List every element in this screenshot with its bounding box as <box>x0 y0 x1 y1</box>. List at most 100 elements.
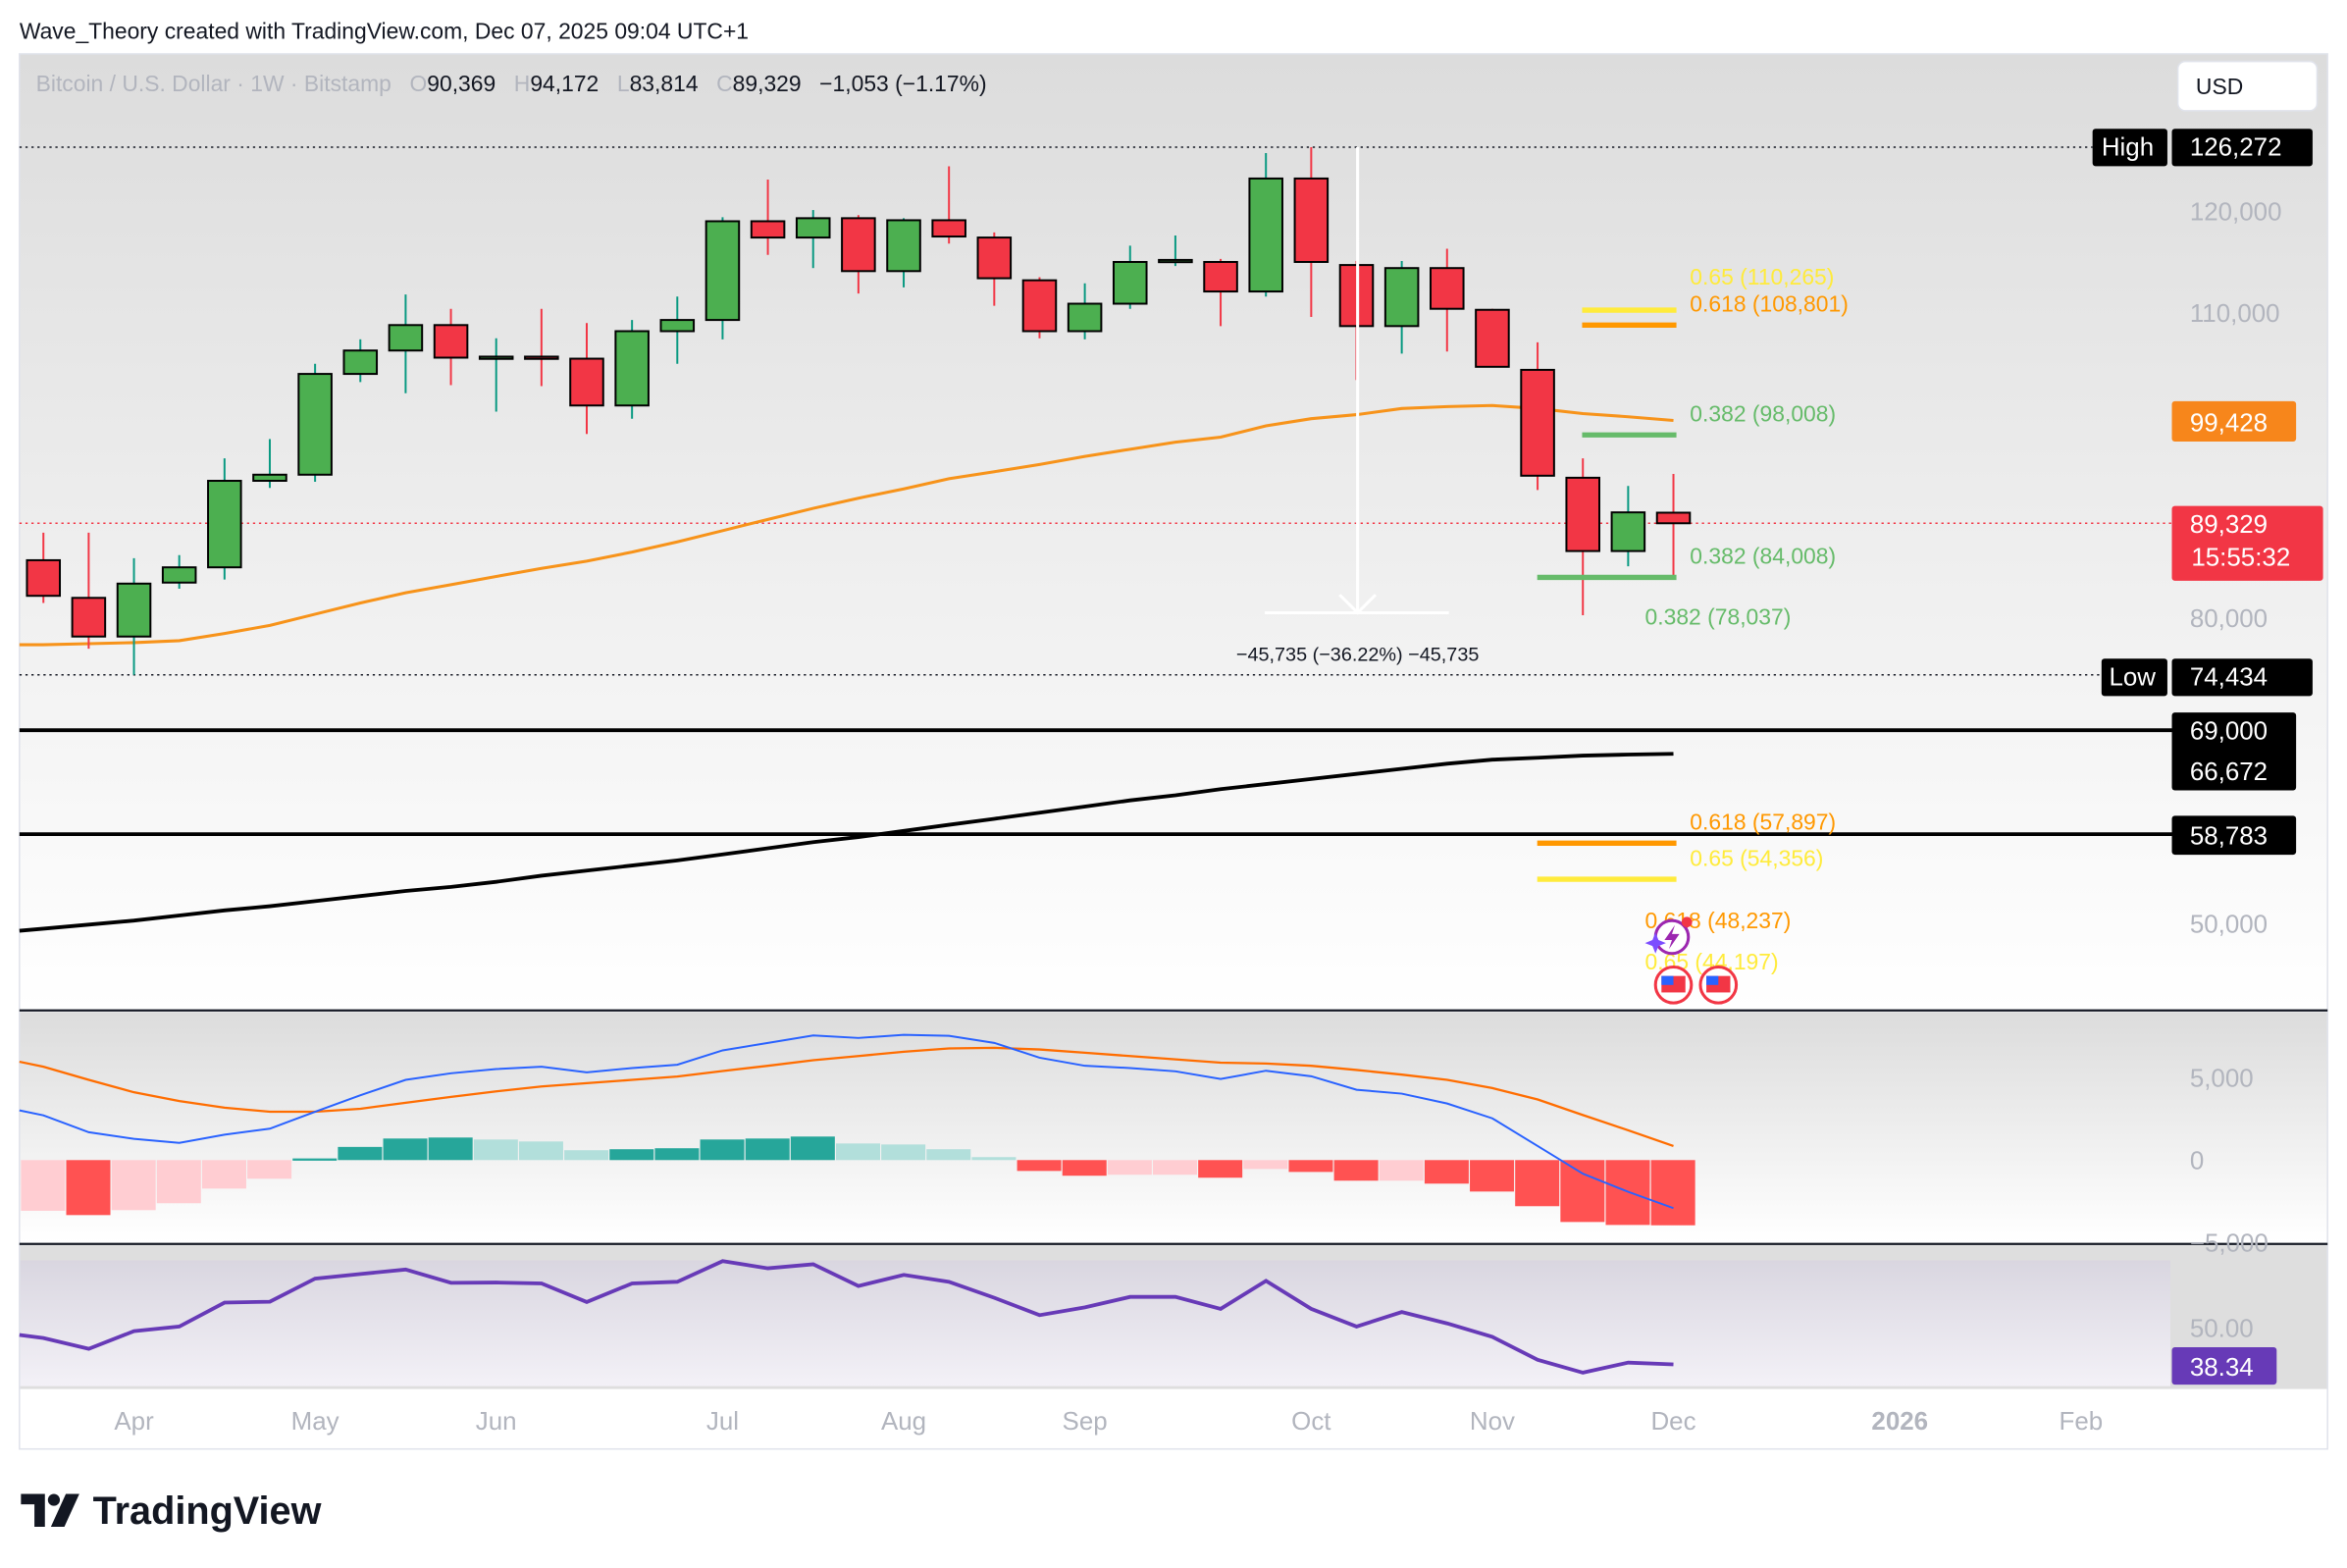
open-label: O <box>409 71 427 96</box>
candle-body <box>1203 260 1238 293</box>
macd-histogram-bar <box>745 1138 790 1161</box>
candle <box>1067 283 1103 340</box>
candle-body <box>1565 476 1600 552</box>
legend: Bitcoin / U.S. Dollar · 1W · Bitstamp O9… <box>36 71 987 96</box>
time-axis-label: 2026 <box>1871 1408 1928 1436</box>
macd-histogram-bar <box>1560 1160 1605 1223</box>
candle-body <box>297 373 333 476</box>
candle <box>116 557 152 675</box>
event-lightning-icon[interactable] <box>1644 916 1693 956</box>
macd-histogram-bar <box>1198 1160 1243 1178</box>
candle <box>342 339 379 383</box>
macd-axis-label: −5,000 <box>2190 1229 2269 1257</box>
candle-body <box>388 324 424 352</box>
candle <box>297 363 333 483</box>
svg-text:74,434: 74,434 <box>2190 664 2268 692</box>
axes: 120,000 110,000 80,000 50,000 5,000 0 −5,000 50… <box>114 198 2281 1436</box>
price-axis-label: 50,000 <box>2190 911 2268 938</box>
macd-pane[interactable] <box>19 1012 2328 1243</box>
candle-body <box>704 220 741 322</box>
candle-body <box>1067 302 1103 333</box>
main-pane[interactable] <box>19 53 2328 1011</box>
macd-histogram-bar <box>1470 1160 1515 1192</box>
level-58783-label: 58,783 <box>2190 822 2268 850</box>
candle-body <box>1610 511 1646 552</box>
svg-text:38.34: 38.34 <box>2190 1354 2254 1382</box>
svg-text:89,329: 89,329 <box>2190 511 2268 539</box>
macd-histogram-bar <box>700 1139 745 1161</box>
price-axis-label: 120,000 <box>2190 198 2282 226</box>
rsi-axis-label: 50.00 <box>2190 1315 2254 1342</box>
candle <box>388 294 424 393</box>
time-axis-label: Jun <box>476 1408 517 1436</box>
level-69000-label: 69,000 <box>2190 718 2268 746</box>
low-label: L <box>617 71 630 96</box>
close-value: 89,329 <box>733 71 802 96</box>
candle-body <box>478 355 514 360</box>
macd-histogram-bar <box>1243 1160 1288 1170</box>
us-flag-event-icon[interactable] <box>1653 965 1694 1005</box>
macd-histogram-bar <box>201 1160 246 1189</box>
candle <box>795 210 831 269</box>
candle-body <box>26 558 62 598</box>
macd-histogram-bar <box>1107 1160 1152 1176</box>
candle <box>1248 152 1283 297</box>
fib-level-label: 0.65 (54,356) <box>1690 845 1823 870</box>
logo-text: TradingView <box>93 1490 322 1533</box>
tradingview-logo: TradingView <box>21 1490 322 1533</box>
candle <box>1655 474 1692 580</box>
close-label: C <box>716 71 733 96</box>
macd-histogram-bar <box>428 1137 473 1161</box>
macd-histogram-bar <box>926 1149 971 1161</box>
fib-level-label: 0.382 (98,008) <box>1690 400 1836 426</box>
candle-body <box>524 355 559 360</box>
price-axis-label: 110,000 <box>2190 300 2280 328</box>
low-value: 83,814 <box>630 71 699 96</box>
candle-body <box>433 324 469 359</box>
macd-histogram-bar <box>518 1141 563 1161</box>
candle <box>841 215 876 294</box>
candle <box>750 179 786 255</box>
candle <box>433 308 469 386</box>
candle-body <box>614 330 650 407</box>
last-price-badge: 89,329 15:55:32 <box>2171 505 2323 581</box>
currency-button[interactable]: USD <box>2176 60 2319 112</box>
macd-line <box>19 1033 1674 1210</box>
fib-level-label: 0.65 (110,265) <box>1690 264 1834 289</box>
candle-body <box>1248 177 1283 293</box>
countdown: 15:55:32 <box>2191 545 2290 572</box>
macd-histogram-bar <box>881 1144 926 1161</box>
candle <box>478 338 514 412</box>
time-axis[interactable] <box>19 1388 2328 1449</box>
ma-black-label: 66,672 <box>2190 758 2268 786</box>
main-series: 0.65 (110,265)0.618 (108,801) 0.382 (98,0… <box>19 146 2172 974</box>
time-axis-label: Nov <box>1470 1408 1515 1436</box>
macd-axis-label: 5,000 <box>2190 1066 2254 1093</box>
candle-body <box>795 217 831 239</box>
macd-histogram-bar <box>1062 1160 1107 1176</box>
macd-histogram-bar <box>1650 1160 1695 1226</box>
us-flag-event-icon[interactable] <box>1698 965 1739 1005</box>
candle <box>1520 341 1555 491</box>
level-badges: 69,000 66,672 58,783 <box>2171 712 2297 856</box>
candle <box>976 232 1013 306</box>
rsi-line <box>19 1259 1674 1375</box>
svg-text:99,428: 99,428 <box>2190 409 2268 437</box>
candle-body <box>1021 279 1058 333</box>
macd-histogram-bar <box>1288 1160 1333 1173</box>
macd-axis-label: 0 <box>2190 1147 2204 1175</box>
candle-body <box>1293 177 1330 263</box>
high-value: 94,172 <box>530 71 599 96</box>
candle-body <box>116 582 152 638</box>
macd-histogram-bar <box>338 1146 383 1161</box>
candle-body <box>252 473 287 482</box>
candle <box>1383 260 1420 354</box>
macd-histogram-bar <box>790 1136 835 1161</box>
fib-level-label: 0.382 (78,037) <box>1645 604 1792 630</box>
svg-text:Low: Low <box>2109 664 2156 692</box>
candle <box>252 439 287 489</box>
candle <box>1430 248 1465 352</box>
rsi-badge: 38.34 <box>2171 1346 2277 1385</box>
macd-histogram-bar <box>247 1160 292 1179</box>
